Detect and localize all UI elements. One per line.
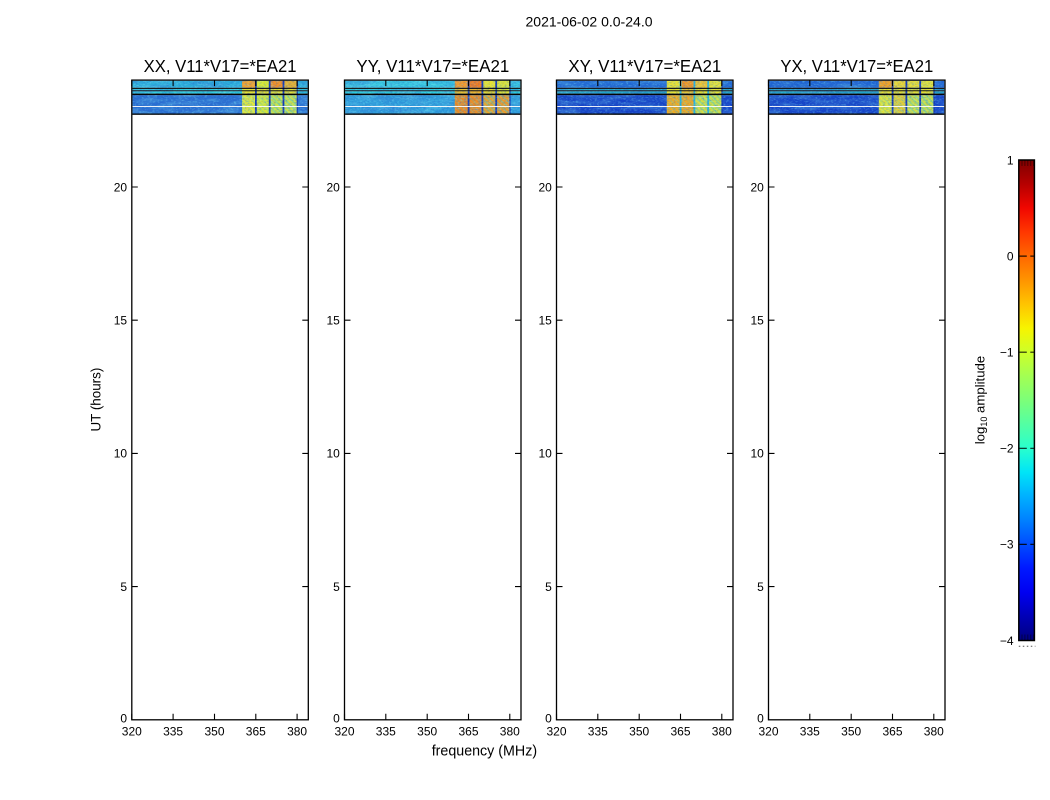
svg-text:0: 0 [1007,249,1014,263]
svg-text:380: 380 [500,724,520,738]
svg-text:320: 320 [758,724,778,738]
svg-text:380: 380 [712,724,732,738]
svg-text:320: 320 [334,724,354,738]
svg-text:335: 335 [588,724,608,738]
svg-text:365: 365 [246,724,266,738]
svg-text:−4: −4 [1000,634,1014,648]
svg-text:320: 320 [122,724,142,738]
svg-text:XX, V11*V17=*EA21: XX, V11*V17=*EA21 [144,56,297,76]
svg-text:frequency (MHz): frequency (MHz) [432,743,537,759]
svg-text:350: 350 [204,724,224,738]
svg-text:15: 15 [538,314,552,328]
svg-text:20: 20 [114,180,128,194]
svg-text:365: 365 [458,724,478,738]
svg-text:0: 0 [545,712,552,726]
svg-text:1: 1 [1007,153,1014,167]
svg-text:−3: −3 [1000,538,1014,552]
svg-text:0: 0 [757,712,764,726]
svg-text:YY, V11*V17=*EA21: YY, V11*V17=*EA21 [356,56,509,76]
svg-text:15: 15 [326,314,340,328]
svg-text:XY, V11*V17=*EA21: XY, V11*V17=*EA21 [568,56,721,76]
svg-text:20: 20 [326,180,340,194]
svg-text:350: 350 [417,724,437,738]
svg-text:UT (hours): UT (hours) [87,368,103,432]
svg-text:380: 380 [287,724,307,738]
svg-text:5: 5 [545,580,552,594]
svg-text:365: 365 [670,724,690,738]
svg-text:20: 20 [538,180,552,194]
svg-text:320: 320 [546,724,566,738]
svg-text:log10 amplitude: log10 amplitude [973,356,990,444]
svg-text:15: 15 [750,314,764,328]
svg-text:5: 5 [333,580,340,594]
svg-text:350: 350 [841,724,861,738]
svg-text:10: 10 [750,447,764,461]
svg-text:10: 10 [114,447,128,461]
svg-text:335: 335 [376,724,396,738]
svg-text:380: 380 [924,724,944,738]
svg-text:20: 20 [750,180,764,194]
svg-text:2021-06-02 0.0-24.0: 2021-06-02 0.0-24.0 [526,14,653,30]
svg-text:−1: −1 [1000,346,1014,360]
svg-text:0: 0 [333,712,340,726]
svg-text:15: 15 [114,314,128,328]
svg-text:5: 5 [120,580,127,594]
svg-text:0: 0 [120,712,127,726]
svg-text:365: 365 [882,724,902,738]
svg-text:10: 10 [538,447,552,461]
svg-text:10: 10 [326,447,340,461]
svg-text:−2: −2 [1000,442,1014,456]
svg-text:YX, V11*V17=*EA21: YX, V11*V17=*EA21 [780,56,933,76]
svg-text:350: 350 [629,724,649,738]
svg-text:5: 5 [757,580,764,594]
svg-text:335: 335 [163,724,183,738]
svg-text:335: 335 [800,724,820,738]
